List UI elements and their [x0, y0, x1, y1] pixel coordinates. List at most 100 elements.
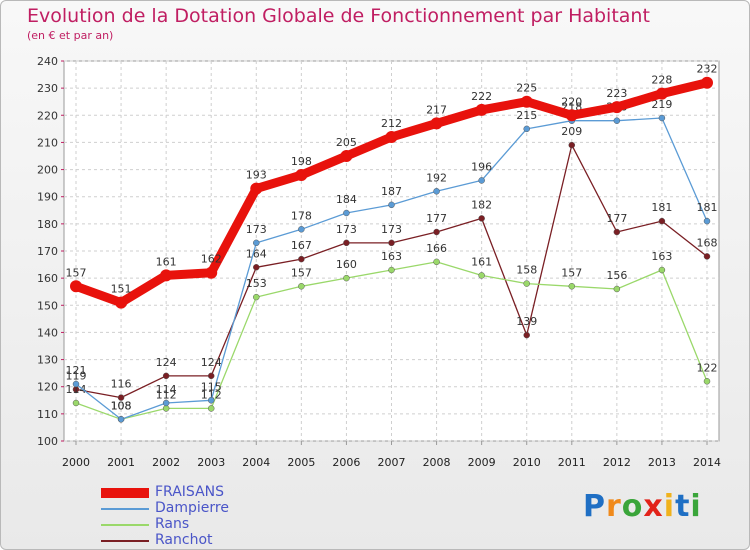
data-label-rans: 156: [606, 269, 627, 282]
data-point-ranchot: [388, 239, 395, 247]
legend-label: Dampierre: [155, 500, 229, 516]
data-point-ranchot: [207, 372, 215, 380]
data-label-fraisans: 222: [471, 90, 492, 103]
legend-swatch: [101, 488, 149, 498]
logo-letter: o: [621, 489, 644, 524]
data-point-rans: [72, 399, 80, 407]
data-label-dampierre: 181: [697, 201, 718, 214]
y-tick-label: 190: [37, 191, 58, 204]
data-label-rans: 166: [426, 242, 447, 255]
logo-letter: i: [690, 489, 702, 524]
data-point-fraisans: [565, 109, 578, 122]
data-point-dampierre: [207, 397, 215, 404]
data-point-rans: [523, 280, 530, 287]
data-point-ranchot: [613, 228, 621, 236]
proxiti-logo: Proxiti: [583, 489, 702, 524]
legend-item-rans: Rans: [101, 516, 401, 533]
x-tick-label: 2004: [242, 456, 270, 469]
data-point-ranchot: [117, 394, 125, 401]
y-tick-label: 210: [37, 136, 58, 149]
chart-subtitle: (en € et par an): [27, 29, 114, 42]
data-label-fraisans: 193: [246, 169, 267, 182]
legend-label: Rans: [155, 516, 190, 532]
data-point-dampierre: [253, 239, 260, 247]
data-point-fraisans: [430, 117, 443, 130]
y-tick-label: 150: [37, 299, 58, 312]
data-label-rans: 114: [66, 383, 87, 396]
data-label-ranchot: 173: [381, 223, 402, 236]
data-point-dampierre: [343, 209, 350, 217]
data-label-dampierre: 115: [201, 380, 222, 393]
y-tick-label: 240: [37, 55, 58, 68]
data-point-ranchot: [298, 255, 305, 263]
x-tick-label: 2000: [62, 456, 90, 469]
x-tick-label: 2003: [197, 456, 225, 469]
data-label-ranchot: 164: [246, 247, 267, 260]
data-label-dampierre: 215: [516, 109, 537, 122]
legend-item-ranchot: Ranchot: [101, 532, 401, 549]
data-label-ranchot: 124: [201, 356, 222, 369]
data-label-ranchot: 124: [156, 356, 177, 369]
data-point-rans: [568, 283, 576, 290]
data-point-fraisans: [160, 269, 173, 282]
data-label-dampierre: 108: [111, 399, 132, 412]
data-point-dampierre: [613, 117, 621, 124]
legend-label: Ranchot: [155, 532, 213, 548]
legend-item-dampierre: Dampierre: [101, 500, 401, 517]
data-label-rans: 160: [336, 258, 357, 271]
data-label-dampierre: 173: [246, 223, 267, 236]
data-point-fraisans: [205, 266, 218, 279]
data-label-fraisans: 232: [697, 63, 718, 76]
data-point-fraisans: [520, 95, 533, 108]
logo-letter: i: [663, 489, 676, 524]
legend-swatch: [101, 524, 149, 526]
x-tick-label: 2009: [468, 456, 496, 469]
y-tick-label: 160: [37, 272, 58, 285]
data-label-fraisans: 161: [156, 255, 177, 268]
data-label-dampierre: 121: [66, 364, 87, 377]
data-point-ranchot: [703, 253, 711, 260]
data-point-rans: [298, 283, 305, 290]
data-point-dampierre: [117, 416, 125, 423]
data-label-rans: 112: [156, 388, 177, 401]
logo-letter: x: [643, 489, 664, 524]
x-tick-label: 2013: [648, 456, 676, 469]
data-label-ranchot: 139: [516, 315, 537, 328]
data-label-rans: 157: [291, 266, 312, 279]
legend-swatch: [101, 508, 149, 510]
data-label-rans: 108: [111, 399, 132, 412]
data-point-fraisans: [655, 87, 668, 100]
data-point-rans: [162, 405, 170, 412]
data-label-ranchot: 116: [111, 378, 132, 391]
data-point-rans: [343, 274, 350, 282]
data-point-ranchot: [658, 217, 666, 225]
data-point-ranchot: [253, 264, 260, 271]
data-point-ranchot: [523, 331, 530, 339]
data-point-rans: [613, 285, 621, 293]
data-label-dampierre: 192: [426, 171, 447, 184]
x-tick-label: 2010: [513, 456, 541, 469]
x-tick-label: 2001: [107, 456, 135, 469]
data-label-fraisans: 220: [561, 95, 582, 108]
y-tick-label: 230: [37, 82, 58, 95]
data-label-fraisans: 217: [426, 103, 447, 116]
data-label-fraisans: 225: [516, 82, 537, 95]
data-label-rans: 112: [201, 388, 222, 401]
data-label-fraisans: 212: [381, 117, 402, 130]
chart-legend: FRAISANS Dampierre Rans Ranchot: [101, 484, 401, 549]
data-point-dampierre: [478, 177, 485, 184]
data-label-fraisans: 223: [606, 87, 627, 100]
data-label-fraisans: 198: [291, 155, 312, 168]
x-tick-label: 2005: [287, 456, 315, 469]
y-tick-label: 130: [37, 354, 58, 367]
data-label-ranchot: 168: [697, 236, 718, 249]
data-point-rans: [703, 378, 711, 385]
data-label-rans: 158: [516, 264, 537, 277]
data-label-rans: 163: [381, 250, 402, 263]
data-point-ranchot: [478, 215, 485, 222]
x-tick-label: 2008: [423, 456, 451, 469]
data-point-dampierre: [298, 226, 305, 233]
data-point-dampierre: [658, 114, 666, 122]
data-point-rans: [207, 405, 215, 412]
